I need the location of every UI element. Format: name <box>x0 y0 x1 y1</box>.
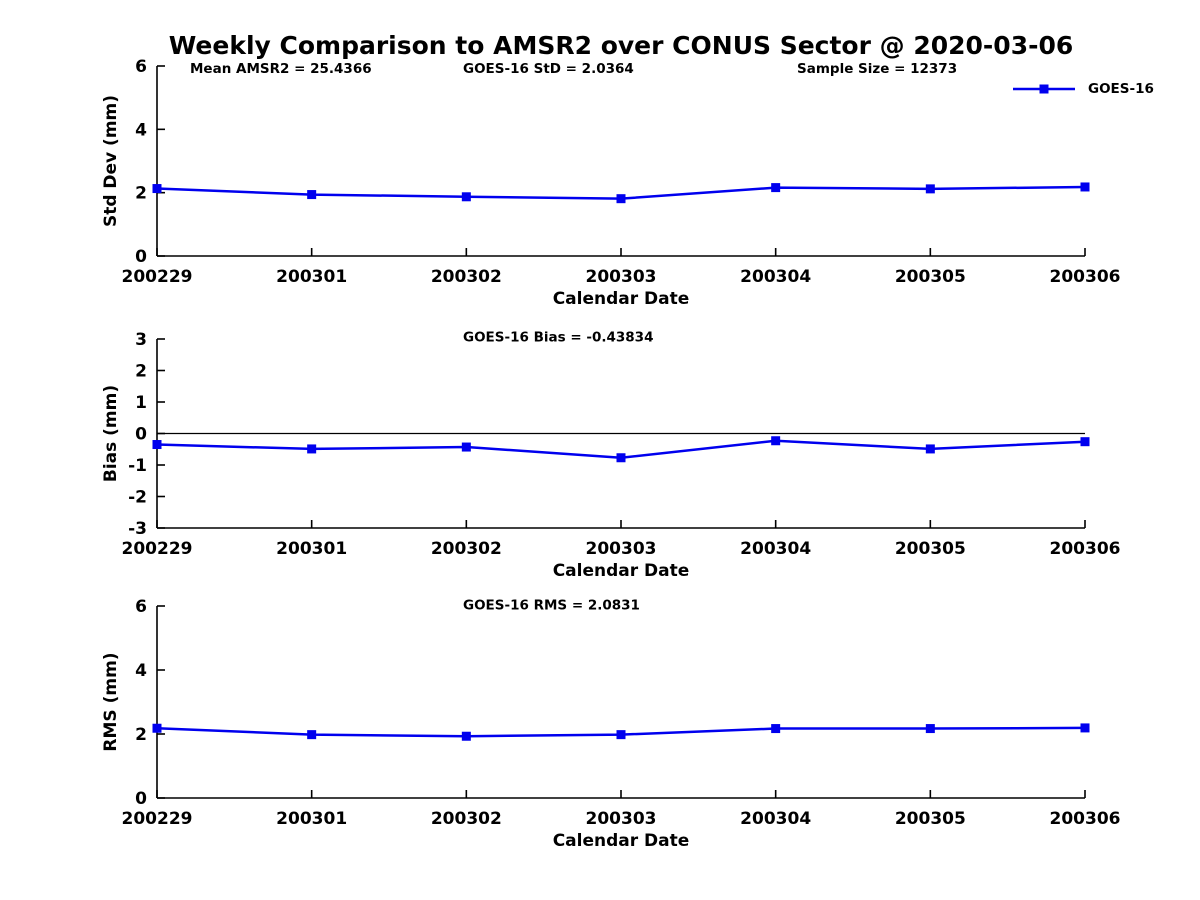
data-point-marker-bias <box>152 440 162 450</box>
y-tick-label-rms: 4 <box>135 661 147 681</box>
data-point-marker-std-dev <box>925 184 935 194</box>
y-tick-label-std-dev: 6 <box>135 57 147 77</box>
y-tick-label-rms: 2 <box>135 725 147 745</box>
y-axis-label-rms: RMS (mm) <box>101 652 121 751</box>
x-tick-label-bias: 200305 <box>895 539 966 559</box>
x-tick-label-rms: 200301 <box>276 809 347 829</box>
y-tick-label-rms: 6 <box>135 597 147 617</box>
y-axis-label-std-dev: Std Dev (mm) <box>101 95 121 227</box>
data-point-marker-rms <box>461 731 471 741</box>
legend-line-sample <box>1013 84 1075 94</box>
y-axis-label-bias: Bias (mm) <box>101 385 121 482</box>
x-tick-label-rms: 200304 <box>740 809 811 829</box>
y-tick-label-std-dev: 2 <box>135 184 147 204</box>
x-tick-label-std-dev: 200302 <box>431 267 502 287</box>
data-point-marker-bias <box>771 436 781 446</box>
x-axis-label-std-dev: Calendar Date <box>553 289 690 309</box>
annotation-text-bias: GOES-16 Bias = -0.43834 <box>463 330 653 346</box>
x-tick-label-bias: 200303 <box>586 539 657 559</box>
legend: GOES-16 <box>1010 79 1154 99</box>
annotation-text-rms: GOES-16 RMS = 2.0831 <box>463 598 640 614</box>
data-point-marker-bias <box>461 442 471 452</box>
y-tick-label-bias: 1 <box>135 393 147 413</box>
data-point-marker-std-dev <box>616 194 626 204</box>
y-tick-label-bias: -2 <box>128 488 147 508</box>
legend-label: GOES-16 <box>1088 81 1154 97</box>
x-tick-label-rms: 200302 <box>431 809 502 829</box>
data-point-marker-std-dev <box>152 184 162 194</box>
data-point-marker-rms <box>307 730 317 740</box>
data-point-marker-rms <box>1080 723 1090 733</box>
x-axis-label-bias: Calendar Date <box>553 561 690 581</box>
data-point-marker-bias <box>925 444 935 454</box>
y-tick-label-rms: 0 <box>135 789 147 809</box>
data-point-marker-rms <box>925 724 935 734</box>
x-tick-label-rms: 200306 <box>1050 809 1121 829</box>
legend-square-marker-icon <box>1039 84 1049 94</box>
chart-title: Weekly Comparison to AMSR2 over CONUS Se… <box>168 31 1074 60</box>
x-tick-label-bias: 200229 <box>122 539 193 559</box>
y-tick-label-bias: 0 <box>135 425 147 445</box>
data-point-marker-rms <box>616 730 626 740</box>
data-point-marker-rms <box>152 723 162 733</box>
data-point-marker-std-dev <box>771 183 781 193</box>
annotation-text-std-dev: Mean AMSR2 = 25.4366 <box>190 61 372 77</box>
x-tick-label-bias: 200302 <box>431 539 502 559</box>
y-tick-label-bias: -3 <box>128 519 147 539</box>
x-tick-label-std-dev: 200229 <box>122 267 193 287</box>
data-point-marker-bias <box>307 444 317 454</box>
data-point-marker-std-dev <box>1080 182 1090 192</box>
x-tick-label-std-dev: 200303 <box>586 267 657 287</box>
x-tick-label-std-dev: 200305 <box>895 267 966 287</box>
data-point-marker-rms <box>771 724 781 734</box>
y-tick-label-bias: 2 <box>135 362 147 382</box>
annotation-text-std-dev: GOES-16 StD = 2.0364 <box>463 61 634 77</box>
x-tick-label-rms: 200229 <box>122 809 193 829</box>
y-tick-label-bias: -1 <box>128 456 147 476</box>
x-tick-label-bias: 200301 <box>276 539 347 559</box>
data-point-marker-std-dev <box>307 190 317 200</box>
x-axis-label-rms: Calendar Date <box>553 831 690 851</box>
annotation-text-std-dev: Sample Size = 12373 <box>797 61 957 77</box>
x-tick-label-std-dev: 200306 <box>1050 267 1121 287</box>
x-tick-label-std-dev: 200304 <box>740 267 811 287</box>
x-tick-label-rms: 200303 <box>586 809 657 829</box>
x-tick-label-bias: 200304 <box>740 539 811 559</box>
data-point-marker-bias <box>1080 437 1090 447</box>
x-tick-label-bias: 200306 <box>1050 539 1121 559</box>
data-point-marker-bias <box>616 453 626 463</box>
x-tick-label-rms: 200305 <box>895 809 966 829</box>
y-tick-label-bias: 3 <box>135 330 147 350</box>
data-point-marker-std-dev <box>461 192 471 202</box>
y-tick-label-std-dev: 4 <box>135 120 147 140</box>
x-tick-label-std-dev: 200301 <box>276 267 347 287</box>
y-tick-label-std-dev: 0 <box>135 247 147 267</box>
